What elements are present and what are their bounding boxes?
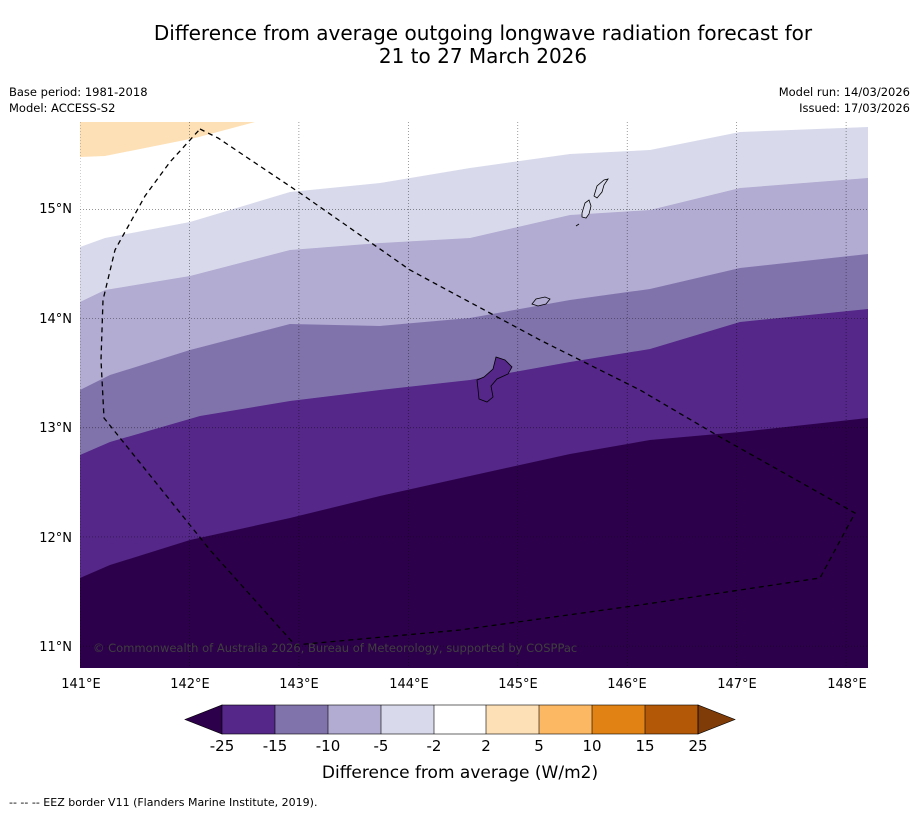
lat-label: 14°N: [39, 312, 72, 327]
colorbar-segment: [328, 705, 381, 734]
lon-label: 147°E: [717, 677, 757, 692]
title-line-1: Difference from average outgoing longwav…: [153, 21, 813, 45]
map-area: © Commonwealth of Australia 2026, Bureau…: [80, 122, 868, 668]
lon-label: 145°E: [498, 677, 538, 692]
lat-label: 13°N: [39, 421, 72, 436]
colorbar-segment: [539, 705, 592, 734]
colorbar-tick-label: 25: [688, 737, 707, 755]
colorbar-tick-label: 2: [481, 737, 491, 755]
lon-label: 146°E: [607, 677, 647, 692]
landmasses: [476, 178, 609, 403]
colorbar-tick-label: -15: [263, 737, 288, 755]
lon-label: 141°E: [61, 677, 101, 692]
island-saipan: [593, 178, 609, 199]
colorbar-segment: [381, 705, 434, 734]
island-rota: [531, 296, 551, 307]
latitude-labels: 15°N 14°N 13°N 12°N 11°N: [39, 202, 72, 655]
base-period-text: Base period: 1981-2018: [9, 85, 148, 99]
eez-footnote: -- -- -- EEZ border V11 (Flanders Marine…: [9, 796, 318, 809]
lat-label: 11°N: [39, 640, 72, 655]
meta-left: Base period: 1981-2018 Model: ACCESS-S2: [9, 84, 148, 116]
colorbar-segment: [592, 705, 645, 734]
colorbar-high-extension: [697, 704, 736, 735]
graticule: [80, 122, 868, 668]
colorbar-segment: [486, 705, 539, 734]
colorbar-segment: [434, 705, 486, 734]
model-run-text: Model run: 14/03/2026: [778, 85, 910, 99]
issued-text: Issued: 17/03/2026: [799, 101, 910, 115]
colorbar-tick-label: -10: [316, 737, 341, 755]
lon-label: 144°E: [389, 677, 429, 692]
colorbar-segment: [645, 705, 698, 734]
meta-right: Model run: 14/03/2026 Issued: 17/03/2026: [779, 84, 910, 116]
model-text: Model: ACCESS-S2: [9, 101, 116, 115]
colorbar-tick-label: -25: [210, 737, 235, 755]
colorbar-tick-label: -2: [427, 737, 442, 755]
colorbar-label: Difference from average (W/m2): [322, 763, 598, 783]
lon-label: 143°E: [279, 677, 319, 692]
lat-label: 15°N: [39, 202, 72, 217]
band-plus-2-5: [80, 122, 255, 157]
lon-label: 142°E: [170, 677, 210, 692]
colorbar-low-extension: [184, 704, 223, 735]
island-guam: [476, 356, 513, 403]
colorbar-segment: [222, 705, 275, 734]
colorbar-tick-label: -5: [374, 737, 389, 755]
band-below-minus-25: [80, 418, 868, 668]
lon-label: 148°E: [827, 677, 867, 692]
island-tinian: [581, 199, 592, 219]
island-aguijan: [575, 223, 580, 227]
colorbar-tick-label: 5: [534, 737, 544, 755]
copyright-text: © Commonwealth of Australia 2026, Bureau…: [93, 641, 577, 655]
colorbar: -25 -15 -10 -5 -2 2 5 10 15 25 Differenc…: [184, 704, 736, 783]
eez-border: [100, 128, 856, 646]
colorbar-tick-label: 15: [635, 737, 654, 755]
colorbar-segment: [275, 705, 328, 734]
lat-label: 12°N: [39, 531, 72, 546]
chart-title: Difference from average outgoing longwav…: [0, 22, 919, 68]
longitude-labels: 141°E 142°E 143°E 144°E 145°E 146°E 147°…: [61, 677, 867, 692]
title-line-2: 21 to 27 March 2026: [378, 44, 588, 68]
colorbar-tick-label: 10: [582, 737, 601, 755]
